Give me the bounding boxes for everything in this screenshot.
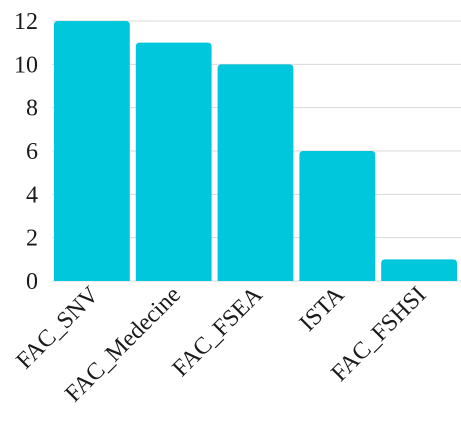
y-tick-label: 8 xyxy=(26,96,38,122)
y-tick-label: 12 xyxy=(14,9,38,35)
x-tick-label: FAC_FSEA xyxy=(168,281,269,382)
y-axis-tick-labels: 0 2 4 6 8 10 12 xyxy=(14,9,38,295)
x-tick-label: ISTA xyxy=(295,281,350,336)
y-tick-label: 10 xyxy=(14,52,38,78)
y-tick-label: 0 xyxy=(26,269,38,295)
bar-ista xyxy=(299,151,376,281)
y-tick-label: 2 xyxy=(26,226,38,252)
bar-fac-fsea xyxy=(217,64,294,281)
bars xyxy=(54,21,457,281)
y-tick-label: 4 xyxy=(26,182,38,208)
bar-fac-snv xyxy=(54,21,130,281)
y-tick-label: 6 xyxy=(26,139,38,165)
bar-fac-fshsi xyxy=(381,259,457,281)
bar-fac-medecine xyxy=(135,42,212,281)
